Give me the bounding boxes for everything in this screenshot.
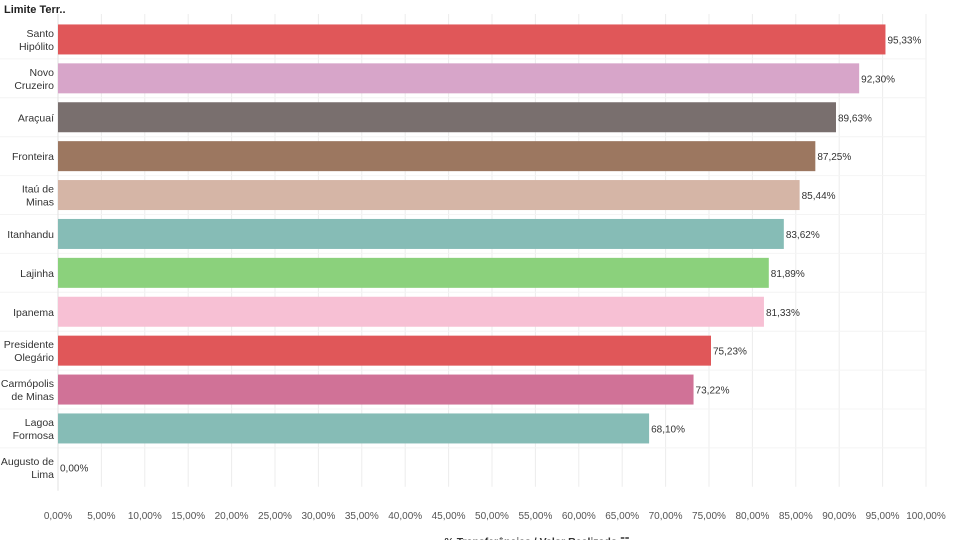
bar[interactable] (58, 413, 650, 444)
x-tick-label: 20,00% (215, 511, 249, 522)
category-label-line: Carmópolis (1, 378, 54, 390)
bar[interactable] (58, 374, 694, 405)
x-tick-label: 90,00% (822, 511, 856, 522)
data-label: 68,10% (651, 424, 685, 435)
x-tick-label: 15,00% (171, 511, 205, 522)
category-label-line: Itaú de (22, 184, 54, 196)
data-label: 83,62% (786, 230, 820, 241)
data-label: 89,63% (838, 113, 872, 124)
category-label-line: Araçuaí (18, 112, 54, 124)
category-label-line: Novo (29, 67, 54, 79)
category-label-line: Cruzeiro (14, 80, 54, 92)
category-label[interactable]: Carmópolis de Minas (1, 378, 54, 403)
category-label[interactable]: Lagoa Formosa (13, 417, 55, 442)
category-label[interactable]: Novo Cruzeiro (14, 67, 54, 92)
bar[interactable] (58, 63, 860, 94)
data-label: 87,25% (817, 152, 851, 163)
category-label[interactable]: Araçuaí (18, 112, 54, 124)
bar[interactable] (58, 102, 836, 133)
x-axis-title[interactable]: % Transferências / Valor Realizado ☱ (444, 536, 630, 540)
bar[interactable] (58, 218, 784, 249)
category-label[interactable]: Fronteira (12, 151, 54, 163)
category-label[interactable]: Itaú de Minas (22, 184, 54, 209)
x-tick-label: 5,00% (87, 511, 115, 522)
category-label-line: Presidente (4, 339, 54, 351)
x-tick-label: 80,00% (735, 511, 769, 522)
x-tick-label: 10,00% (128, 511, 162, 522)
x-tick-label: 45,00% (432, 511, 466, 522)
category-label[interactable]: Augusto de Lima (1, 456, 54, 481)
category-label-line: Ipanema (13, 307, 54, 319)
category-label-line: Santo (27, 28, 55, 40)
data-label: 75,23% (713, 347, 747, 358)
bar[interactable] (58, 24, 886, 55)
category-label-line: Minas (26, 197, 54, 209)
category-label-line: Itanhandu (7, 229, 54, 241)
bar[interactable] (58, 257, 769, 288)
category-label-line: Lagoa (25, 417, 54, 429)
row-field-header[interactable]: Limite Terr.. (4, 4, 66, 16)
category-label[interactable]: Lajinha (20, 268, 54, 280)
category-label-line: Hipólito (19, 41, 54, 53)
x-tick-label: 85,00% (779, 511, 813, 522)
x-tick-label: 25,00% (258, 511, 292, 522)
x-tick-label: 100,00% (906, 511, 946, 522)
category-label[interactable]: Ipanema (13, 307, 54, 319)
data-label: 81,89% (771, 269, 805, 280)
x-tick-label: 95,00% (866, 511, 900, 522)
category-label-line: Augusto de (1, 456, 54, 468)
bar[interactable] (58, 180, 800, 211)
data-label: 85,44% (802, 191, 836, 202)
category-label-line: de Minas (11, 391, 54, 403)
bar[interactable] (58, 335, 711, 366)
data-label: 0,00% (60, 463, 88, 474)
category-label[interactable]: Itanhandu (7, 229, 54, 241)
x-tick-label: 50,00% (475, 511, 509, 522)
category-label-line: Lima (31, 469, 54, 481)
x-tick-label: 70,00% (649, 511, 683, 522)
x-tick-label: 75,00% (692, 511, 726, 522)
x-tick-label: 55,00% (518, 511, 552, 522)
category-label-line: Formosa (13, 430, 55, 442)
data-label: 81,33% (766, 308, 800, 319)
data-label: 73,22% (696, 386, 730, 397)
category-label[interactable]: Santo Hipólito (19, 28, 54, 53)
category-label-line: Lajinha (20, 268, 54, 280)
bar[interactable] (58, 141, 816, 172)
category-label-line: Fronteira (12, 151, 54, 163)
x-tick-label: 35,00% (345, 511, 379, 522)
x-tick-label: 60,00% (562, 511, 596, 522)
x-tick-label: 0,00% (44, 511, 72, 522)
category-label-line: Olegário (14, 352, 54, 364)
bar[interactable] (58, 296, 764, 327)
x-tick-label: 65,00% (605, 511, 639, 522)
x-tick-label: 30,00% (301, 511, 335, 522)
category-label[interactable]: Presidente Olegário (4, 339, 54, 364)
x-tick-label: 40,00% (388, 511, 422, 522)
data-label: 92,30% (861, 74, 895, 85)
data-label: 95,33% (887, 35, 921, 46)
